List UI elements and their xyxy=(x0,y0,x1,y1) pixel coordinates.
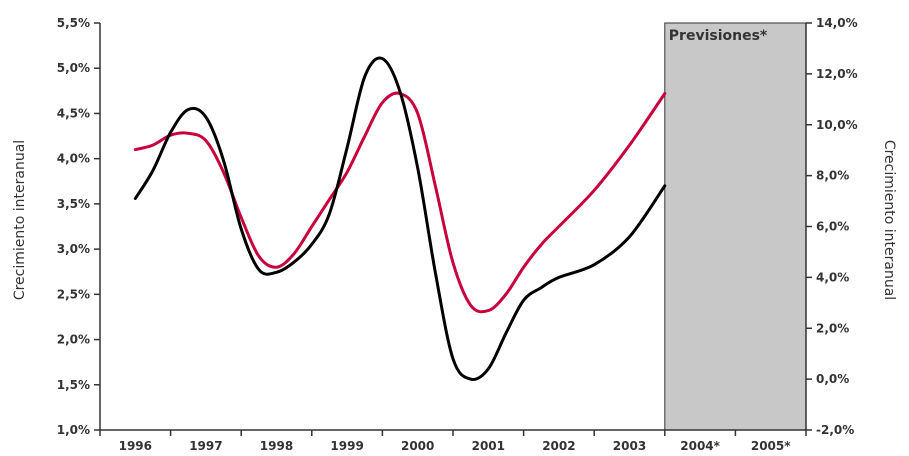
y-tick-label-left: 5,0% xyxy=(57,61,90,75)
forecast-region xyxy=(664,22,807,431)
y-tick-label-right: 8,0% xyxy=(816,169,849,183)
y-tick-label-right: -2,0% xyxy=(816,423,854,437)
x-tick-label: 2002 xyxy=(542,439,575,453)
y-tick-label-right: 2,0% xyxy=(816,321,849,335)
y-tick-label-right: 12,0% xyxy=(816,67,858,81)
x-tick-label: 2005* xyxy=(751,439,791,453)
x-tick-label: 1999 xyxy=(330,439,363,453)
series-line-1 xyxy=(133,91,667,314)
series-layer xyxy=(133,56,667,381)
forecast-label: Previsiones* xyxy=(669,28,768,44)
y-tick-label-left: 1,5% xyxy=(57,378,90,392)
y-axis-title-left: Crecimiento interanual xyxy=(12,140,28,300)
x-tick-label: 2004* xyxy=(680,439,720,453)
y-tick-label-right: 0,0% xyxy=(816,372,849,386)
y-tick-label-left: 4,5% xyxy=(57,106,90,120)
right-axis-ticks: -2,0% 0,0% 2,0% 4,0% 6,0% 8,0% 10,0% 12,0% 14,0% xyxy=(806,16,858,437)
x-axis-ticks: 1996 1997 1998 1999 2000 2001 2002 2003 2004* 200… xyxy=(99,430,807,453)
y-tick-label-right: 14,0% xyxy=(816,16,858,30)
left-axis-ticks: 1,0% 1,5% 2,0% 2,5% 3,0% 3,5% 4,0% 4,5% 5,0% 5,5% xyxy=(57,16,100,437)
y-tick-label-left: 5,5% xyxy=(57,16,90,30)
y-tick-label-right: 10,0% xyxy=(816,118,858,132)
x-tick-label: 1997 xyxy=(189,439,222,453)
x-tick-label: 2001 xyxy=(472,439,505,453)
y-tick-label-left: 1,0% xyxy=(57,423,90,437)
x-tick-label: 2003 xyxy=(613,439,646,453)
y-tick-label-right: 4,0% xyxy=(816,270,849,284)
y-tick-label-left: 2,0% xyxy=(57,333,90,347)
y-tick-label-left: 3,5% xyxy=(57,197,90,211)
x-tick-label: 1998 xyxy=(260,439,293,453)
x-tick-label: 1996 xyxy=(119,439,152,453)
y-tick-label-left: 3,0% xyxy=(57,242,90,256)
y-axis-title-right: Crecimiento interanual xyxy=(881,140,897,300)
y-tick-label-left: 2,5% xyxy=(57,287,90,301)
y-tick-label-left: 4,0% xyxy=(57,152,90,166)
x-tick-label: 2000 xyxy=(401,439,434,453)
series-line-2 xyxy=(133,56,667,381)
y-tick-label-right: 6,0% xyxy=(816,220,849,234)
